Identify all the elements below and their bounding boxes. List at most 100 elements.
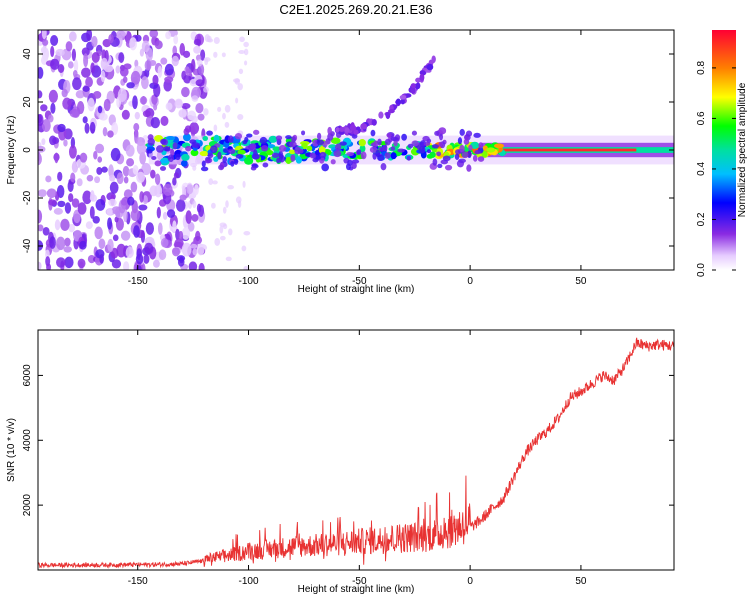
envelope-blob — [233, 158, 239, 165]
noise-blob — [162, 183, 173, 196]
envelope-blob — [327, 126, 332, 135]
envelope-blob — [317, 132, 322, 140]
envelope-blob — [147, 148, 153, 154]
noise-blob — [68, 193, 74, 203]
noise-blob — [46, 263, 52, 270]
noise-blob — [56, 257, 66, 268]
colorbar-tick-label: 0.4 — [696, 162, 707, 176]
noise-blob — [243, 41, 249, 48]
spectrogram-y-axis-label: Frequency (Hz) — [6, 116, 17, 185]
noise-blob — [57, 123, 66, 133]
envelope-blob — [426, 149, 432, 154]
envelope-blob — [468, 144, 473, 151]
noise-blob — [41, 30, 47, 40]
noise-blob — [149, 30, 159, 38]
noise-blob — [121, 109, 130, 120]
noise-blob — [95, 143, 105, 154]
noise-blob — [203, 108, 209, 116]
noise-blob — [181, 70, 187, 81]
noise-blob — [238, 68, 244, 75]
envelope-blob — [390, 146, 396, 151]
x-tick-label: -50 — [352, 276, 367, 287]
noise-blob — [196, 59, 203, 67]
noise-blob — [65, 41, 73, 52]
noise-blob — [193, 38, 202, 46]
noise-blob — [130, 208, 140, 222]
envelope-blob — [465, 130, 473, 137]
noise-blob — [198, 63, 205, 76]
noise-blob — [166, 209, 176, 218]
envelope-blob — [360, 151, 367, 160]
noise-blob — [95, 198, 106, 211]
envelope-blob — [419, 140, 426, 148]
noise-blob — [45, 175, 52, 183]
noise-blob — [144, 242, 154, 254]
envelope-blob — [218, 164, 225, 171]
envelope-blob — [201, 160, 206, 168]
noise-blob — [123, 176, 129, 184]
colorbar-gradient — [712, 30, 736, 270]
sideband-blob — [360, 123, 368, 130]
noise-blob — [208, 178, 214, 186]
envelope-blob — [434, 130, 440, 136]
noise-blob — [41, 119, 51, 132]
envelope-blob — [461, 151, 469, 159]
colorbar-tick-label: 0.8 — [696, 61, 707, 75]
noise-blob — [173, 35, 179, 45]
noise-blob — [101, 166, 108, 173]
noise-blob — [40, 46, 47, 54]
noise-blob — [179, 194, 187, 201]
noise-blob — [107, 130, 114, 138]
noise-blob — [141, 162, 152, 176]
noise-blob — [94, 226, 103, 240]
sideband-blob — [400, 98, 405, 105]
envelope-blob — [390, 136, 398, 141]
noise-blob — [82, 116, 88, 124]
snr-frame — [37, 329, 675, 571]
noise-blob — [102, 127, 108, 137]
noise-blob — [221, 52, 226, 58]
noise-blob — [50, 34, 59, 47]
noise-blob — [196, 243, 205, 256]
noise-blob — [96, 167, 103, 175]
envelope-blob — [297, 148, 304, 154]
y-tick-label: 40 — [22, 48, 33, 60]
noise-blob — [178, 230, 184, 241]
noise-blob — [62, 97, 72, 110]
x-tick-label: 0 — [467, 276, 473, 287]
carrier-blob — [359, 144, 366, 153]
noise-blob — [99, 254, 105, 264]
noise-blob — [139, 96, 148, 105]
noise-blob — [38, 261, 42, 270]
noise-blob — [94, 176, 101, 184]
noise-blob — [237, 200, 242, 208]
noise-blob — [86, 30, 93, 41]
noise-blob — [217, 106, 222, 112]
noise-blob — [68, 31, 77, 42]
noise-blob — [71, 48, 77, 61]
carrier-blob — [180, 160, 188, 167]
envelope-blob — [356, 149, 362, 155]
noise-blob — [109, 181, 119, 194]
carrier-blob — [268, 135, 278, 143]
sideband-blob — [419, 74, 425, 81]
noise-blob — [134, 34, 142, 42]
noise-blob — [222, 206, 227, 214]
carrier-blob — [272, 146, 281, 152]
noise-blob — [157, 222, 163, 235]
sideband-blob — [378, 111, 384, 119]
noise-blob — [136, 265, 142, 270]
envelope-blob — [438, 141, 443, 147]
envelope-blob — [423, 141, 431, 146]
noise-blob — [127, 196, 135, 206]
envelope-blob — [189, 139, 197, 144]
carrier-blob — [267, 144, 276, 149]
noise-blob — [213, 124, 218, 132]
envelope-blob — [384, 152, 391, 159]
carrier-blob — [244, 156, 254, 165]
noise-blob — [213, 37, 220, 45]
noise-blob — [100, 70, 106, 83]
noise-blob — [48, 199, 57, 206]
y-tick-label: -20 — [22, 190, 33, 205]
envelope-blob — [431, 144, 439, 149]
